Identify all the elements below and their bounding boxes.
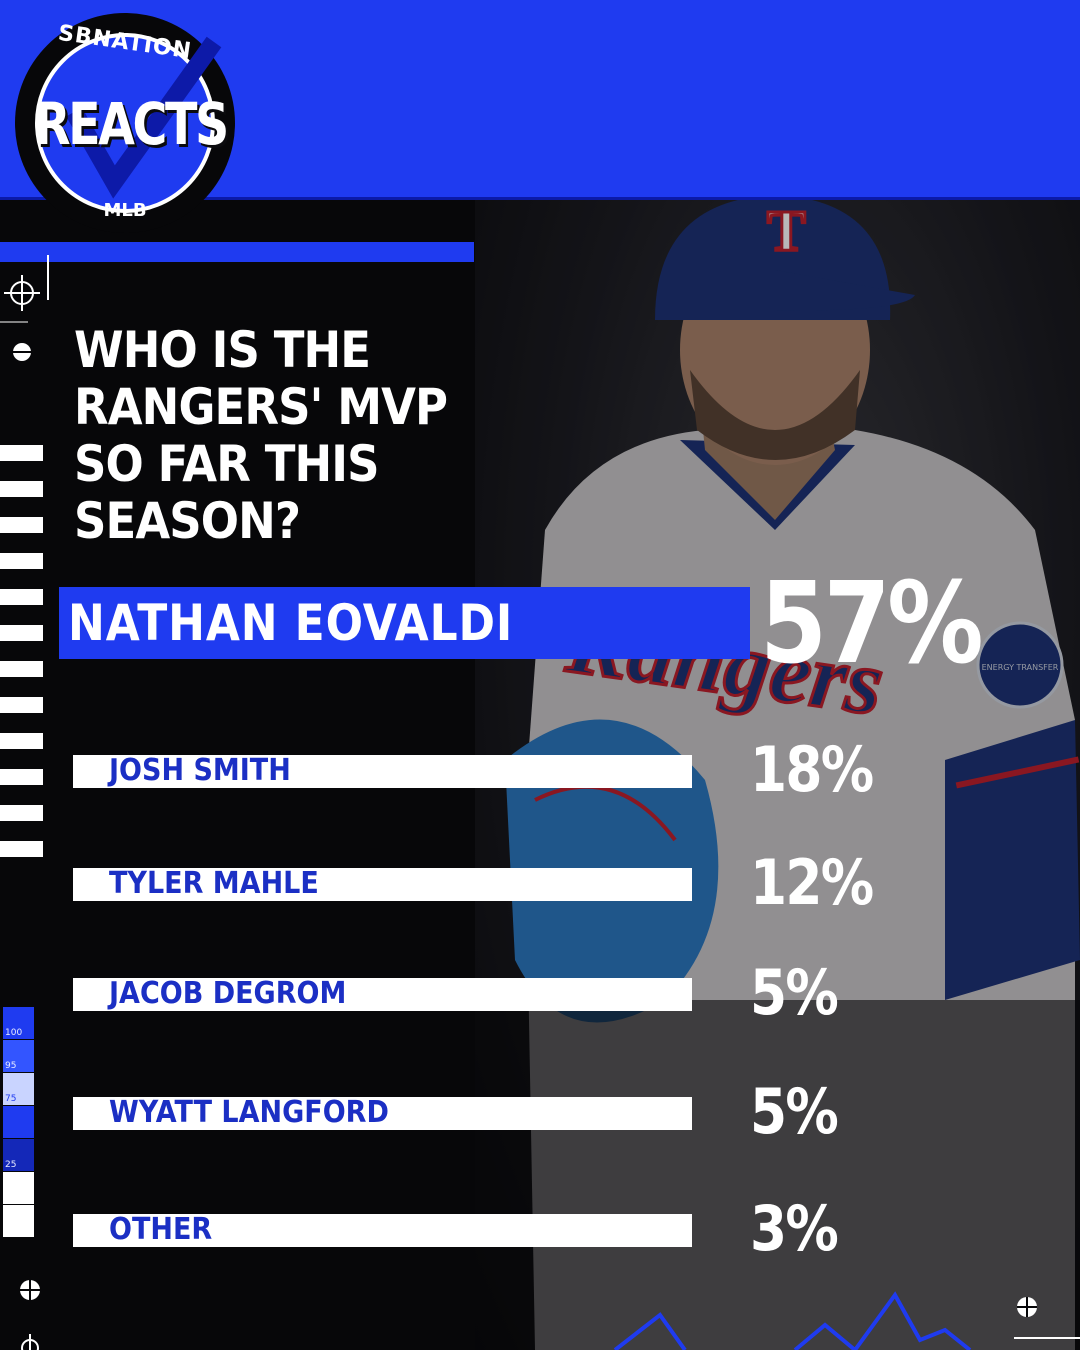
result-bar-other [73,1214,692,1247]
result-label-jacob-degrom: JACOB DEGROM [109,976,347,1011]
dot-target-icon [1014,1297,1080,1339]
scale-cell [3,1007,34,1039]
scale-cell [3,1172,34,1204]
lead-result-value: 57% [760,559,984,689]
scale-label: 95 [5,1061,17,1071]
poll-question: WHO IS THE RANGERS' MVP SO FAR THIS SEAS… [74,321,448,550]
scale-label: 75 [5,1094,17,1104]
crosshair-icon [0,255,49,323]
lead-result-label: NATHAN EOVALDI [68,594,514,652]
tick-mark [0,841,43,857]
tick-mark [0,445,43,461]
result-bar-jacob-degrom [73,978,692,1011]
tick-mark [0,769,43,785]
result-bar-tyler-mahle [73,868,692,901]
scale-cell [3,1205,34,1237]
tick-mark [0,589,43,605]
scale-cell [3,1073,34,1105]
scale-label: 100 [5,1028,23,1038]
tick-mark [0,517,43,533]
tick-mark [0,481,43,497]
sbnation-reacts-logo: SBNATION REACTS MLB [14,12,236,234]
tick-mark [0,553,43,569]
result-label-wyatt-langford: WYATT LANGFORD [109,1095,389,1130]
cap-logo: T [767,200,806,263]
scale-label: 25 [5,1160,17,1170]
tick-mark [0,805,43,821]
result-value-tyler-mahle: 12% [750,846,874,919]
tick-mark [0,625,43,641]
result-value-wyatt-langford: 5% [750,1075,839,1148]
dot-target-icon [13,343,31,361]
result-bar-josh-smith [73,755,692,788]
tick-mark [0,661,43,677]
sleeve-patch-text: ENERGY TRANSFER [982,663,1059,672]
crosshair-icon [21,1334,39,1350]
dot-target-icon [20,1280,40,1300]
scale-cell [3,1139,34,1171]
logo-badge-icon [15,13,235,233]
result-label-other: OTHER [109,1212,213,1247]
result-label-tyler-mahle: TYLER MAHLE [109,866,319,901]
tick-mark [0,697,43,713]
scale-cell [3,1106,34,1138]
tick-mark [0,733,43,749]
scale-cell [3,1040,34,1072]
logo-bottom-text: MLB [103,200,147,221]
accent-stripe [0,242,474,262]
result-bar-wyatt-langford [73,1097,692,1130]
result-value-josh-smith: 18% [750,733,874,806]
result-value-jacob-degrom: 5% [750,956,839,1029]
lead-result-bar [59,587,750,659]
logo-main-text: REACTS [33,90,229,158]
result-label-josh-smith: JOSH SMITH [109,753,291,788]
result-value-other: 3% [750,1192,839,1265]
